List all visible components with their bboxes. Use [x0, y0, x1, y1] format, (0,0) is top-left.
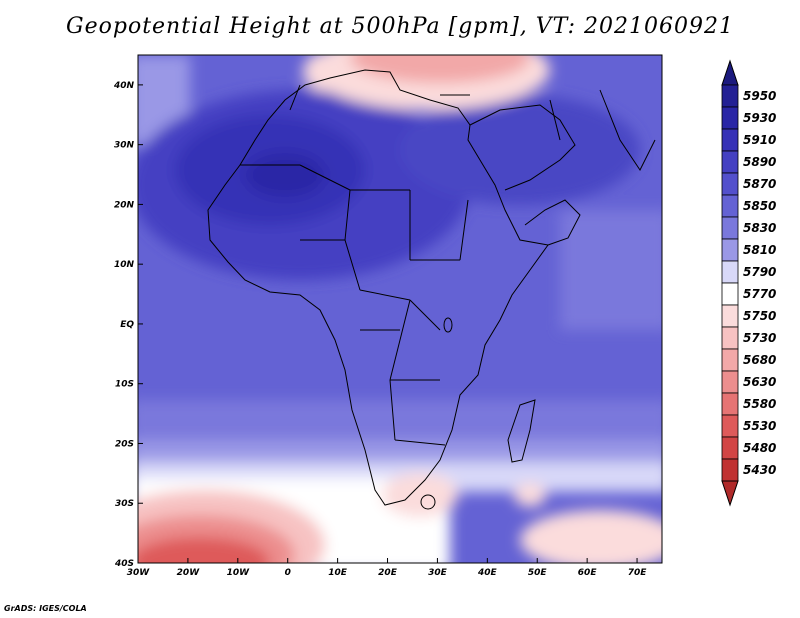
colorbar-swatch	[721, 458, 739, 482]
colorbar-top-arrow	[721, 59, 739, 86]
lat-tick-label: 40S	[114, 559, 134, 569]
colorbar-swatch	[721, 370, 739, 394]
lon-tick-label: 20E	[378, 568, 398, 578]
colorbar-swatch	[721, 304, 739, 328]
colorbar-label: 5810	[743, 243, 776, 257]
colorbar-swatch	[721, 128, 739, 152]
lon-tick-label: 40E	[477, 568, 498, 578]
colorbar-label: 5530	[743, 419, 776, 433]
colorbar-swatch	[721, 260, 739, 284]
lon-tick-label: 30W	[127, 568, 151, 578]
lon-tick-label: 0	[285, 568, 291, 578]
lat-tick-label: 40N	[113, 81, 135, 91]
lon-tick-label: 10W	[227, 568, 251, 578]
lon-tick-label: 70E	[628, 568, 648, 578]
lon-tick-label: 10E	[328, 568, 348, 578]
colorbar-swatch	[721, 172, 739, 196]
grads-credit: GrADS: IGES/COLA	[4, 604, 87, 613]
colorbar-label: 5770	[743, 287, 776, 301]
colorbar-label: 5910	[743, 133, 776, 147]
lon-tick-label: 50E	[528, 568, 548, 578]
height-field	[138, 55, 662, 563]
colorbar-label: 5830	[743, 221, 776, 235]
lon-tick-label: 60E	[578, 568, 598, 578]
colorbar-swatch	[721, 348, 739, 372]
lat-tick-label: 10N	[114, 260, 135, 270]
colorbar-label: 5850	[743, 199, 776, 213]
colorbar-swatch	[721, 436, 739, 460]
lat-tick-label: 30N	[114, 141, 135, 151]
lat-tick-label: 30S	[115, 499, 134, 509]
colorbar-swatch	[721, 150, 739, 174]
latitude-axis: 40N 30N 20N 10N EQ 10S 20S 30S 40S	[113, 81, 143, 569]
longitude-axis: 30W 20W 10W 0 10E 20E 30E 40E 50E 60E 70E	[127, 558, 647, 578]
coastlines	[207, 69, 656, 510]
colorbar-swatch	[721, 326, 739, 350]
colorbar-label: 5890	[743, 155, 776, 169]
colorbar-label: 5750	[743, 309, 776, 323]
lat-tick-label: 20S	[115, 439, 134, 449]
colorbar-swatch	[721, 216, 739, 240]
colorbar-swatch	[721, 106, 739, 130]
map-title: Geopotential Height at 500hPa [gpm], VT:…	[66, 14, 734, 39]
colorbar-swatch	[721, 84, 739, 108]
colorbar-swatch	[721, 194, 739, 218]
colorbar-label: 5480	[743, 441, 776, 455]
colorbar: 5950 5930 5910 5890 5870 5850 5830 5810 5790 5770…	[721, 59, 776, 507]
colorbar-bottom-arrow	[721, 480, 739, 507]
colorbar-swatch	[721, 238, 739, 262]
colorbar-swatch	[721, 414, 739, 438]
colorbar-label: 5790	[743, 265, 776, 279]
plot-frame	[137, 54, 663, 564]
colorbar-label: 5930	[743, 111, 776, 125]
colorbar-label: 5580	[743, 397, 776, 411]
colorbar-label: 5430	[743, 463, 776, 477]
lat-tick-label: EQ	[120, 320, 134, 330]
lon-tick-label: 30E	[428, 568, 448, 578]
colorbar-label: 5730	[743, 331, 776, 345]
colorbar-swatch	[721, 392, 739, 416]
colorbar-swatch	[721, 282, 739, 306]
lat-tick-label: 20N	[114, 200, 135, 210]
lat-tick-label: 10S	[115, 380, 134, 390]
colorbar-label: 5870	[743, 177, 776, 191]
colorbar-label: 5680	[743, 353, 776, 367]
colorbar-label: 5950	[743, 89, 776, 103]
colorbar-label: 5630	[743, 375, 776, 389]
lon-tick-label: 20W	[177, 568, 201, 578]
